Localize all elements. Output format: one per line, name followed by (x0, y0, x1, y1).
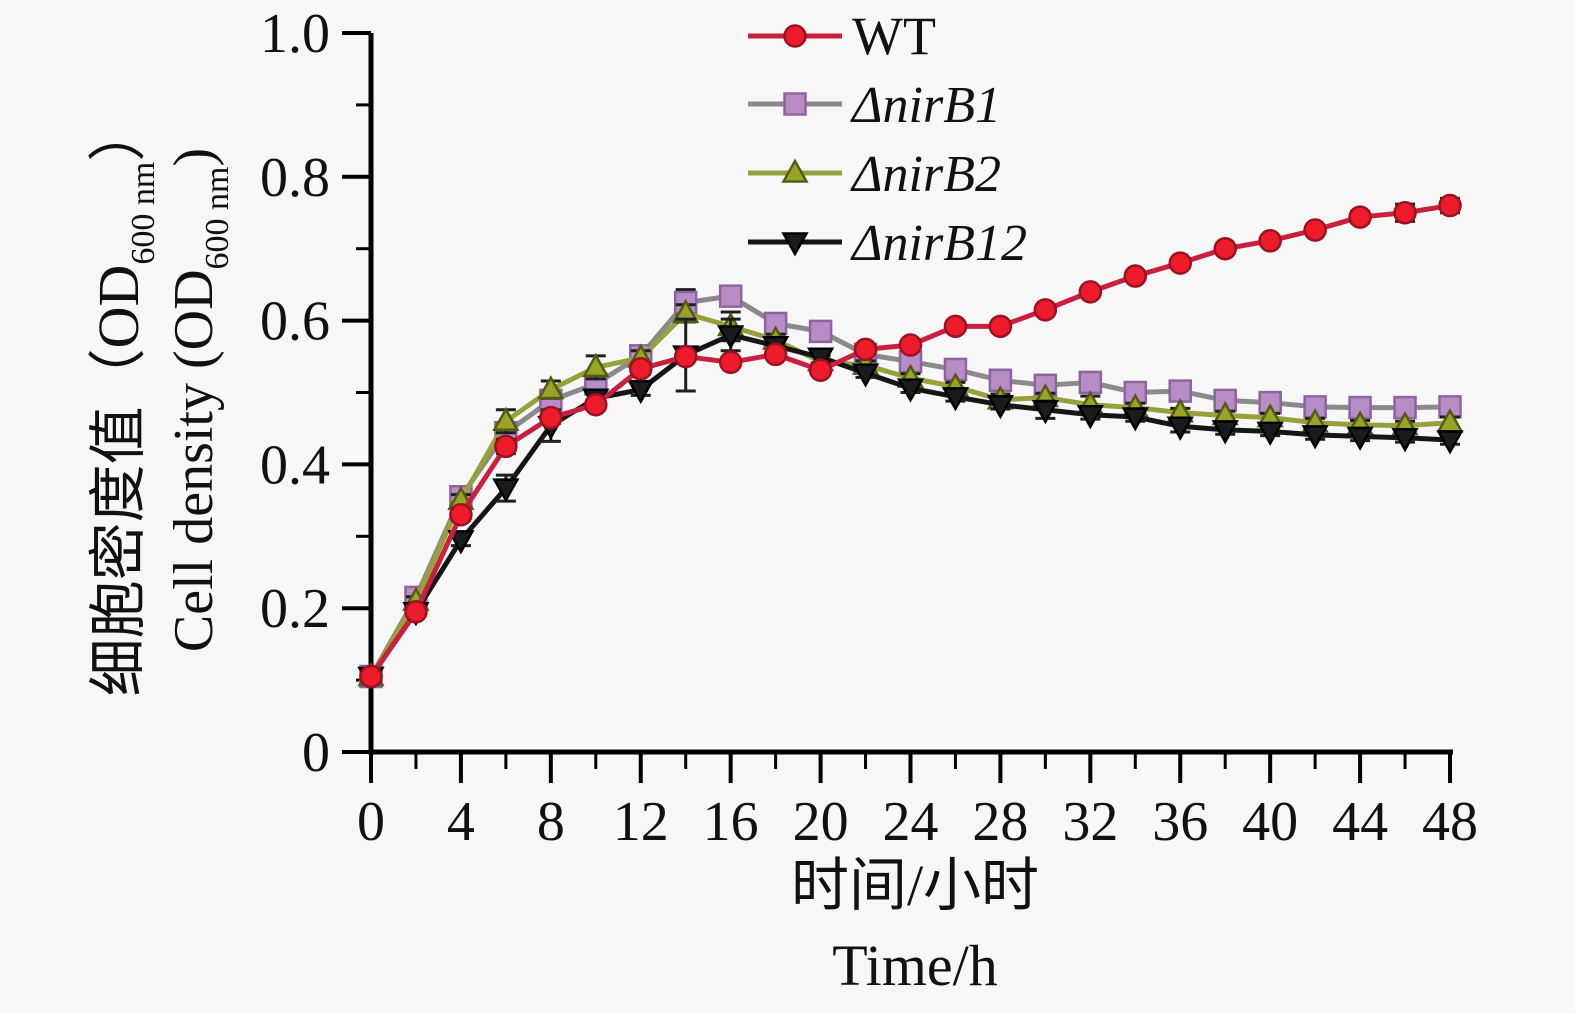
plot-area: 00.20.40.60.81.00 4 8 12 16 20 24 28 32 36 40 44 48W… (260, 3, 1478, 853)
y-axis-title-en: Cell density (OD600 nm) (163, 148, 236, 652)
x-axis-title-en: Time/h (832, 933, 997, 998)
legend-label-dnirB2: ΔnirB2 (850, 146, 1001, 203)
x-tick-label: 20 (793, 791, 849, 853)
legend-label-dnirB12: ΔnirB12 (850, 215, 1027, 272)
x-tick-label: 44 (1332, 791, 1388, 853)
x-tick-label: 4 (447, 791, 475, 853)
y-axis-title: 细胞密度值（OD600 nm） Cell density (OD600 nm) (86, 104, 236, 697)
legend-label-dnirB1: ΔnirB1 (850, 77, 1001, 134)
x-tick-label: 16 (703, 791, 759, 853)
y-tick-label: 0.2 (260, 578, 330, 640)
series-WT-markers (359, 193, 1462, 689)
legend: WT ΔnirB1 ΔnirB2 ΔnirB12 (748, 6, 1027, 272)
y-axis-ticks: 0 0.2 0.4 0.6 0.8 1.0 (260, 3, 371, 784)
legend-item-dnirB2: ΔnirB2 (748, 146, 1001, 203)
x-tick-label: 8 (537, 791, 565, 853)
x-axis-title: 时间/小时 Time/h (791, 853, 1039, 998)
x-tick-label: 48 (1422, 791, 1478, 853)
x-tick-label: 28 (972, 791, 1028, 853)
y-tick-label: 0 (302, 722, 330, 784)
x-tick-label: 36 (1152, 791, 1208, 853)
y-tick-label: 0.6 (260, 291, 330, 353)
x-axis-title-zh: 时间/小时 (791, 853, 1039, 918)
y-tick-label: 0.4 (260, 434, 330, 496)
x-tick-label: 32 (1062, 791, 1118, 853)
legend-item-dnirB1: ΔnirB1 (748, 77, 1001, 134)
y-tick-label: 1.0 (260, 3, 330, 65)
y-axis-title-zh: 细胞密度值（OD600 nm） (86, 104, 162, 697)
y-tick-label: 0.8 (260, 147, 330, 209)
legend-label-WT: WT (852, 6, 936, 66)
x-tick-label: 40 (1242, 791, 1298, 853)
series-dnirB12-markers (357, 325, 1464, 692)
series-WT (359, 193, 1462, 689)
x-tick-label: 24 (883, 791, 939, 853)
legend-item-WT: WT (748, 6, 936, 66)
legend-item-dnirB12: ΔnirB12 (748, 215, 1027, 272)
x-axis-ticks: 0 4 8 12 16 20 24 28 32 36 40 44 48 (357, 752, 1478, 853)
x-tick-label: 0 (357, 791, 385, 853)
x-tick-label: 12 (613, 791, 669, 853)
